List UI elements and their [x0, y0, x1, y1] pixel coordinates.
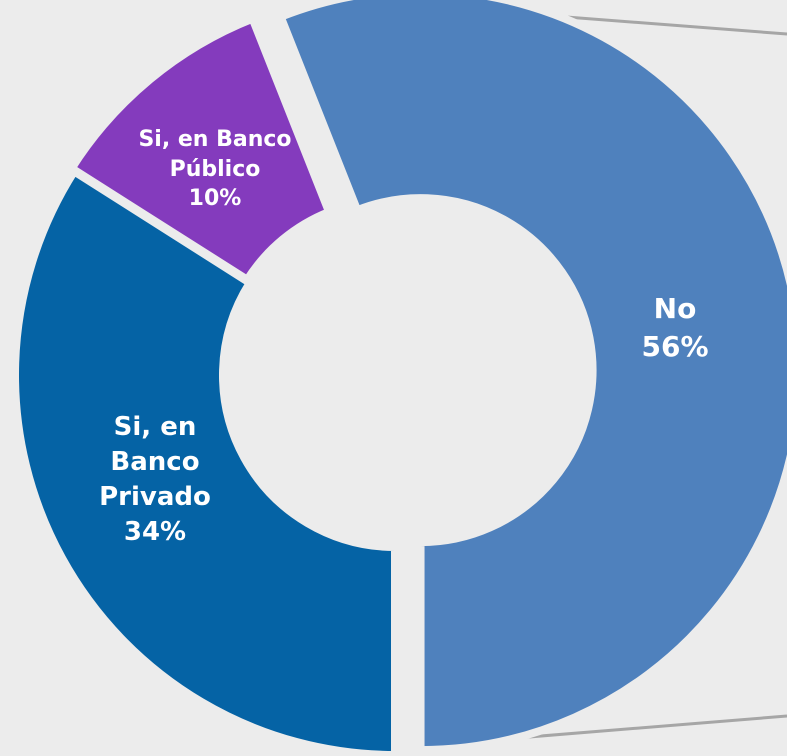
value-label: 10%	[188, 186, 242, 212]
category-label: Si, en Banco Privado	[99, 412, 211, 513]
slice-label-box: No 56%	[600, 290, 750, 366]
value-label: 34%	[123, 517, 187, 548]
donut-slice	[66, 13, 335, 286]
slice-label-box: Si, en Banco Público 10%	[110, 125, 320, 214]
category-label: Si, en Banco Público	[138, 127, 292, 182]
slice-label-box: Si, en Banco Privado 34%	[85, 410, 225, 550]
donut-slice	[275, 0, 787, 755]
slice-label: No 56%	[600, 290, 750, 366]
slice-label: Si, en Banco Privado 34%	[85, 410, 225, 550]
value-label: 56%	[641, 329, 709, 363]
slice-label: Si, en Banco Público 10%	[110, 125, 320, 214]
donut-slice	[11, 165, 399, 756]
category-label: No	[653, 292, 697, 325]
